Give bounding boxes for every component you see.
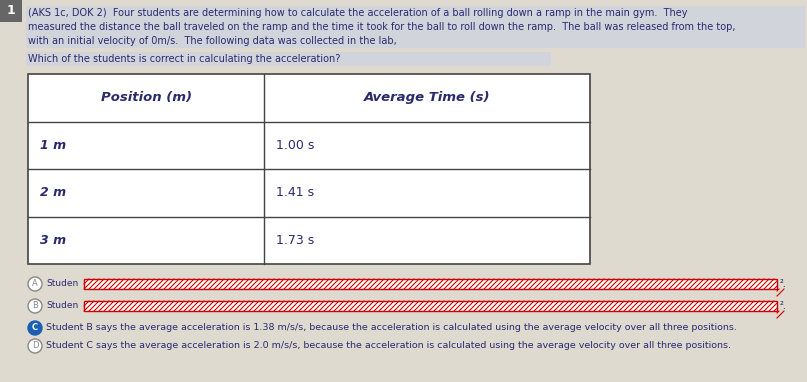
Bar	[84, 301, 777, 311]
Text: Position (m): Position (m)	[101, 91, 191, 104]
Text: 1.73 s: 1.73 s	[276, 234, 314, 247]
Bar	[26, 6, 805, 20]
Bar	[84, 279, 777, 289]
Circle shape	[28, 277, 42, 291]
Circle shape	[28, 321, 42, 335]
Text: Average Time (s): Average Time (s)	[364, 91, 491, 104]
Text: 2 m: 2 m	[40, 186, 66, 199]
Text: 1.41 s: 1.41 s	[276, 186, 314, 199]
Text: 1: 1	[6, 5, 15, 18]
Bar	[0, 0, 22, 22]
Text: D: D	[31, 342, 38, 351]
Bar	[84, 301, 777, 311]
Text: Which of the students is correct in calculating the acceleration?: Which of the students is correct in calc…	[28, 54, 341, 64]
Text: Student C says the average acceleration is 2.0 m/s/s, because the acceleration i: Student C says the average acceleration …	[46, 342, 731, 351]
Text: Studen: Studen	[46, 280, 78, 288]
Text: Student B says the average acceleration is 1.38 m/s/s, because the acceleration : Student B says the average acceleration …	[46, 324, 737, 332]
Bar	[28, 74, 590, 264]
Bar	[26, 20, 805, 34]
Text: B: B	[32, 301, 38, 311]
Text: measured the distance the ball traveled on the ramp and the time it took for the: measured the distance the ball traveled …	[28, 22, 735, 32]
Text: with an initial velocity of 0m/s.  The following data was collected in the lab,: with an initial velocity of 0m/s. The fo…	[28, 36, 397, 46]
Text: C: C	[32, 324, 38, 332]
Bar	[84, 279, 777, 289]
Text: Studen: Studen	[46, 301, 78, 311]
Circle shape	[28, 299, 42, 313]
Bar	[26, 34, 805, 48]
Text: ².: ².	[780, 301, 787, 311]
Text: 1 m: 1 m	[40, 139, 66, 152]
Text: ².: ².	[780, 279, 787, 289]
Text: (AKS 1c, DOK 2)  Four students are determining how to calculate the acceleration: (AKS 1c, DOK 2) Four students are determ…	[28, 8, 688, 18]
Circle shape	[28, 339, 42, 353]
Text: 1.00 s: 1.00 s	[276, 139, 315, 152]
Text: 3 m: 3 m	[40, 234, 66, 247]
Text: A: A	[32, 280, 38, 288]
Bar	[26, 52, 550, 66]
